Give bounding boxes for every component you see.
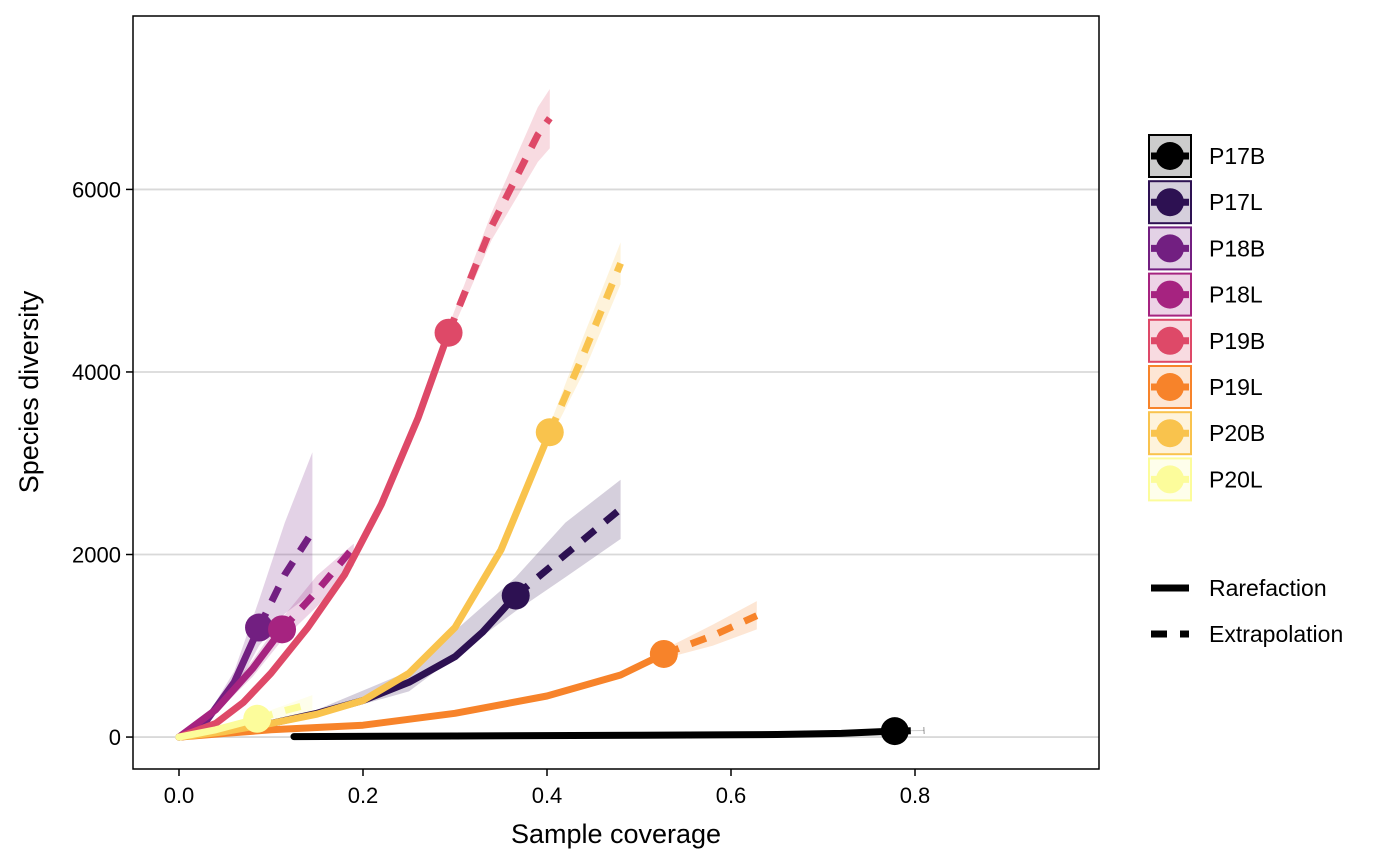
observed-point-p20b — [535, 418, 564, 447]
x-tick-label: 0.8 — [900, 783, 931, 808]
legend-label: P18B — [1209, 235, 1265, 261]
legend-item-p17b: P17B — [1148, 134, 1265, 178]
observed-point-p18l — [268, 615, 297, 644]
rarefaction-line-p20l — [175, 715, 261, 741]
legend-label: P18L — [1209, 282, 1263, 308]
legend-key-point — [1156, 280, 1184, 309]
observed-point-p19l — [649, 639, 678, 668]
y-tick-label: 6000 — [72, 177, 121, 202]
legend-item-p18l: P18L — [1148, 272, 1263, 317]
legend-item-p19b: P19B — [1148, 318, 1265, 363]
x-axis-title: Sample coverage — [511, 819, 721, 849]
legend: P17B P17L P18B P18L P19B P19L P20B P20L Rarefact… — [1148, 134, 1343, 647]
legend-item-p17l: P17L — [1148, 180, 1263, 225]
confidence-bands — [206, 89, 925, 732]
ci-band-p18b — [206, 452, 313, 724]
observed-point-p17b — [880, 717, 909, 746]
legend-linetype-extrapolation: Extrapolation — [1151, 621, 1343, 647]
rarefaction-line-p17b — [290, 727, 899, 741]
y-tick-label: 2000 — [72, 543, 121, 568]
legend-label: P19L — [1209, 374, 1263, 400]
observed-point-p19b — [434, 318, 463, 347]
legend-linetype-rarefaction: Rarefaction — [1151, 575, 1327, 601]
axes: 0 2000 4000 6000 0.0 0.2 0.4 0.6 0.8 — [72, 177, 930, 808]
observed-point-p17l — [501, 581, 530, 610]
legend-key-point — [1156, 373, 1184, 401]
legend-key-point — [1156, 419, 1184, 448]
legend-linetype-label: Extrapolation — [1209, 621, 1343, 647]
extrapolation-line-p18b — [255, 529, 316, 630]
rarefaction-line-p20b — [175, 428, 554, 741]
legend-item-p20b: P20B — [1148, 411, 1265, 456]
observed-points — [243, 318, 909, 746]
ci-band-p19l — [663, 601, 757, 659]
x-tick-label: 0.6 — [716, 783, 747, 808]
y-tick-label: 4000 — [72, 360, 121, 385]
legend-item-p18b: P18B — [1148, 226, 1265, 271]
legend-label: P17L — [1209, 189, 1263, 215]
rarefaction-line-p19b — [175, 329, 453, 741]
plot-panel-border — [132, 15, 1100, 770]
x-tick-label: 0.2 — [348, 783, 379, 808]
extrapolation-line-p17l — [513, 506, 623, 599]
legend-key-point — [1156, 465, 1184, 494]
observed-point-p20l — [243, 704, 272, 733]
x-tick-label: 0.0 — [164, 783, 195, 808]
legend-label: P19B — [1209, 328, 1265, 354]
y-tick-label: 0 — [109, 725, 121, 750]
legend-item-p19l: P19L — [1148, 365, 1263, 409]
y-axis-title: Species diversity — [14, 290, 44, 493]
x-tick-label: 0.4 — [532, 783, 563, 808]
legend-item-p20l: P20L — [1148, 457, 1263, 502]
ci-band-p20b — [549, 242, 621, 440]
legend-key-point — [1156, 142, 1184, 170]
extrapolation-line-p18l — [279, 544, 357, 632]
legend-label: P20L — [1209, 466, 1263, 492]
legend-key-point — [1156, 326, 1184, 355]
legend-key-point — [1156, 188, 1184, 217]
legend-linetype-label: Rarefaction — [1209, 575, 1327, 601]
legend-key-point — [1156, 234, 1184, 263]
observed-point-p18b — [245, 613, 274, 642]
extrapolation-line-p20b — [546, 261, 624, 434]
ci-band-p17l — [317, 479, 621, 717]
legend-label: P20B — [1209, 420, 1265, 446]
legend-label: P17B — [1209, 143, 1265, 169]
rarefaction-line-p18l — [175, 625, 286, 741]
